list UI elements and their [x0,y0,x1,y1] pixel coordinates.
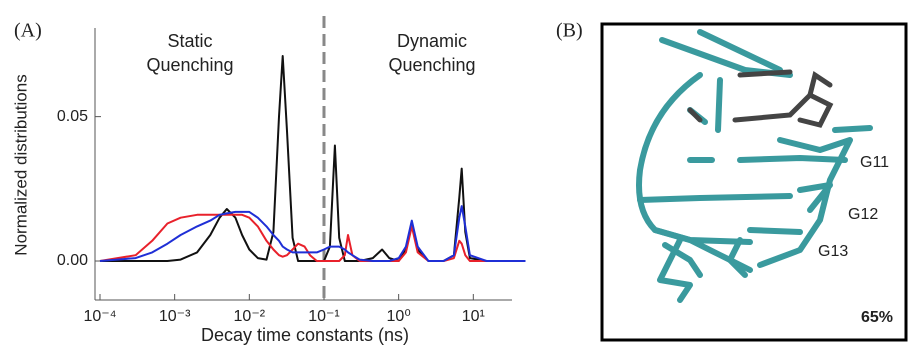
annotation: Quenching [146,55,233,75]
panel-label: (B) [556,20,583,42]
residue-label: G13 [818,243,848,260]
figure: (A) Normalized distributions Decay time … [0,0,912,347]
annotation: Quenching [388,55,475,75]
y-tick-label: 0.00 [57,252,88,269]
x-tick-label: 10⁻² [234,308,266,325]
series-line [100,56,526,261]
x-tick-label: 10⁰ [387,308,411,325]
x-tick-label: 10⁻⁴ [83,308,116,325]
x-tick-label: 10⁻¹ [308,308,340,325]
series-line [100,215,526,261]
series-line [100,206,526,261]
percentage: 65% [861,309,893,326]
y-axis-label: Normalized distributions [11,74,30,255]
x-tick-label: 10⁻³ [159,308,191,325]
panel-label: (A) [14,20,42,42]
x-tick-label: 10¹ [462,308,485,325]
residue-label: G11 [860,154,889,171]
ligand [690,72,830,125]
annotation: Static [167,31,212,51]
x-axis-label: Decay time constants (ns) [201,325,409,345]
residue-label: G12 [848,206,878,223]
annotation: Dynamic [397,31,467,51]
y-tick-label: 0.05 [57,108,88,125]
panel-b: (B) G11 G12 G13 65% [556,20,906,340]
